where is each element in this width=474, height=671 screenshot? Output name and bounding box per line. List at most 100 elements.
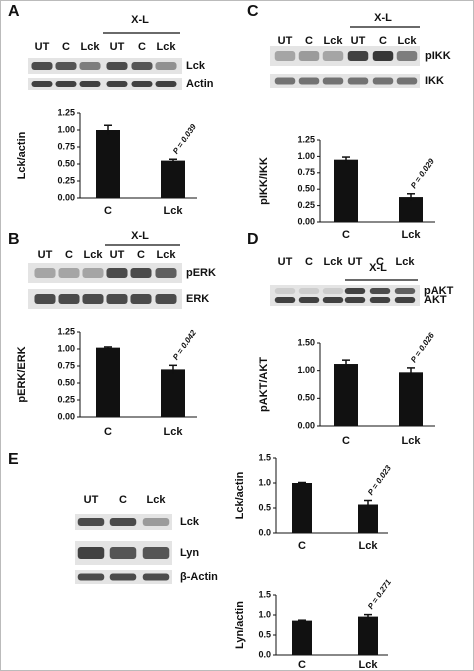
blot-label: Actin — [186, 78, 214, 90]
lane-label: UT — [38, 249, 53, 261]
blot-label: AKT — [424, 294, 447, 306]
band — [109, 518, 137, 526]
band — [344, 297, 366, 303]
bar — [334, 364, 358, 426]
band — [106, 81, 128, 87]
blot-label: Lck — [180, 516, 200, 528]
band — [322, 297, 344, 303]
y-tick-label: 1.0 — [258, 477, 271, 487]
lane-label: Lck — [324, 35, 344, 47]
panel-letter: E — [8, 451, 19, 468]
band — [142, 573, 170, 581]
band — [274, 77, 296, 85]
lane-label: UT — [278, 35, 293, 47]
band — [34, 268, 56, 278]
bar — [358, 504, 378, 533]
band — [142, 518, 170, 526]
y-tick-label: 1.25 — [57, 107, 75, 117]
y-tick-label: 1.50 — [297, 337, 315, 347]
band — [298, 297, 320, 303]
band — [369, 288, 391, 294]
band — [79, 62, 101, 70]
lane-label: Lck — [398, 35, 418, 47]
lane-label: UT — [278, 256, 293, 268]
lane-label: C — [119, 494, 127, 506]
band — [77, 518, 105, 526]
y-axis-label: Lck/actin — [16, 131, 28, 179]
bar — [161, 160, 185, 198]
y-tick-label: 0.00 — [297, 216, 315, 226]
band — [298, 51, 320, 61]
x-tick-label: C — [342, 435, 350, 447]
blot-label: β-Actin — [180, 571, 218, 583]
lane-label: Lck — [324, 256, 344, 268]
band — [396, 51, 418, 61]
y-tick-label: 0.00 — [297, 420, 315, 430]
y-tick-label: 0.50 — [297, 184, 315, 194]
y-tick-label: 1.25 — [297, 134, 315, 144]
y-axis-label: pAKT/AKT — [258, 357, 270, 412]
y-tick-label: 1.5 — [258, 452, 271, 462]
panel-letter: A — [8, 3, 20, 20]
x-tick-label: Lck — [402, 435, 422, 447]
panel-letter: B — [8, 231, 20, 248]
blot-label: Lck — [186, 60, 206, 72]
x-tick-label: C — [298, 540, 306, 552]
band — [131, 62, 153, 70]
band — [79, 81, 101, 87]
y-tick-label: 1.25 — [57, 326, 75, 336]
bar — [358, 616, 378, 655]
y-axis-label: Lyn/actin — [234, 601, 246, 649]
y-axis-label: pERK/ERK — [16, 346, 28, 402]
lane-label: Lck — [84, 249, 104, 261]
band — [109, 573, 137, 581]
x-tick-label: Lck — [164, 426, 184, 438]
bar — [292, 483, 312, 533]
bar — [334, 159, 358, 222]
lane-label: Lck — [157, 41, 177, 53]
band — [155, 268, 177, 278]
band — [77, 573, 105, 581]
x-tick-label: C — [298, 659, 306, 671]
y-tick-label: 0.50 — [57, 158, 75, 168]
band — [131, 81, 153, 87]
band — [130, 268, 152, 278]
blot-label: pAKT — [424, 285, 454, 297]
lane-label: C — [137, 249, 145, 261]
band — [394, 297, 416, 303]
blot-label: Lyn — [180, 547, 199, 559]
y-tick-label: 0.50 — [297, 393, 315, 403]
band — [55, 62, 77, 70]
lane-label: C — [379, 35, 387, 47]
bar — [292, 620, 312, 655]
y-axis-label: pIKK/IKK — [258, 157, 270, 205]
blot-label: IKK — [425, 75, 444, 87]
lane-label: UT — [84, 494, 99, 506]
x-tick-label: Lck — [359, 540, 379, 552]
lane-label: UT — [348, 256, 363, 268]
band — [106, 268, 128, 278]
band — [298, 77, 320, 85]
y-axis-label: Lck/actin — [234, 471, 246, 519]
y-tick-label: 1.0 — [258, 609, 271, 619]
band — [372, 51, 394, 61]
band — [155, 62, 177, 70]
band — [31, 81, 53, 87]
x-tick-label: Lck — [402, 229, 422, 241]
bar — [161, 369, 185, 417]
band — [396, 77, 418, 85]
y-tick-label: 0.25 — [57, 175, 75, 185]
y-tick-label: 0.75 — [57, 141, 75, 151]
band — [322, 77, 344, 85]
bar — [96, 347, 120, 417]
blot-label: pIKK — [425, 50, 451, 62]
y-tick-label: 0.00 — [57, 411, 75, 421]
band — [34, 294, 56, 304]
group-label: X-L — [369, 262, 387, 274]
band — [31, 62, 53, 70]
y-tick-label: 1.00 — [57, 124, 75, 134]
group-label: X-L — [374, 12, 392, 24]
lane-label: Lck — [147, 494, 167, 506]
band — [55, 81, 77, 87]
